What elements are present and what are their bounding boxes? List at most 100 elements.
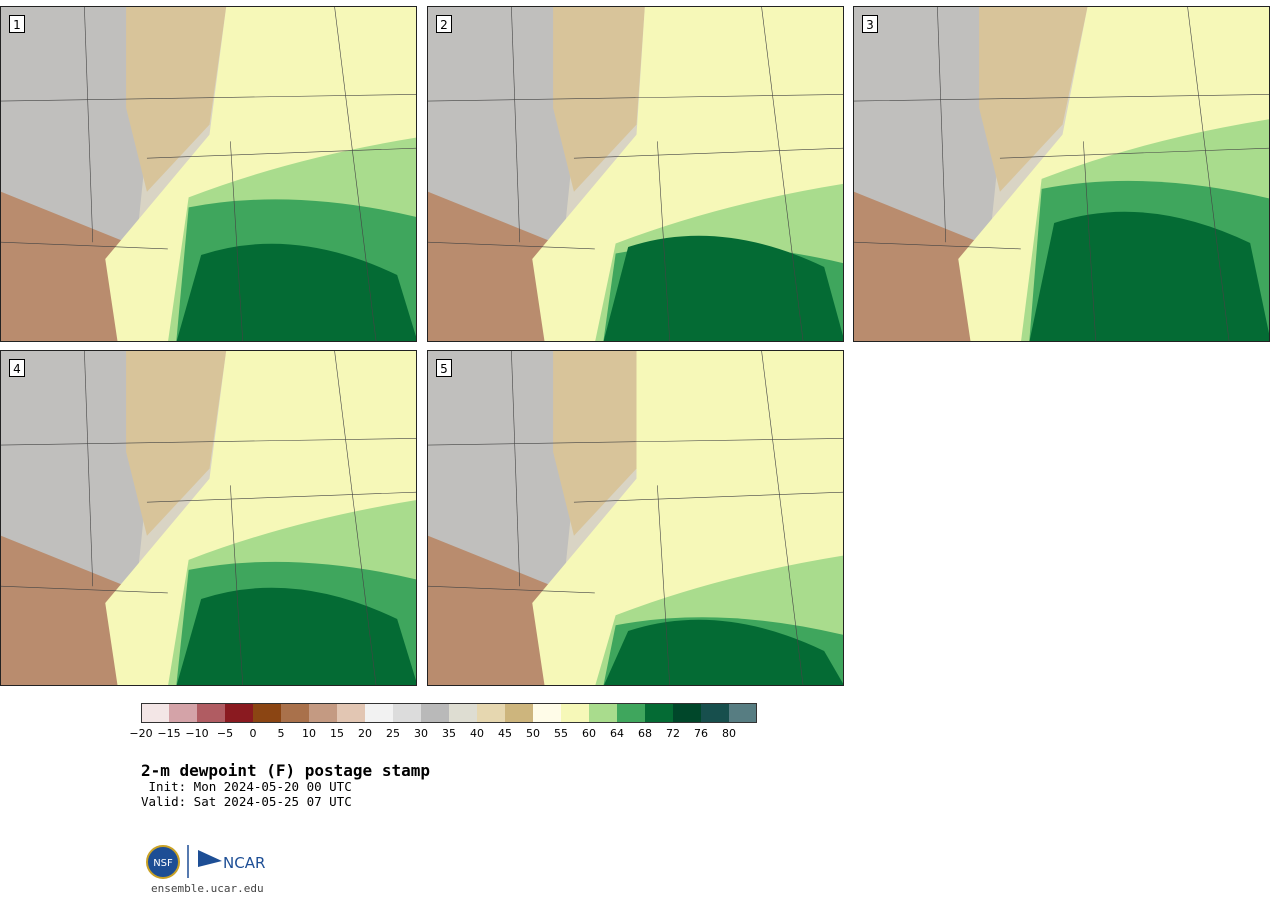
state-boundary <box>84 7 94 243</box>
state-boundary <box>573 491 843 503</box>
state-boundary <box>230 485 244 685</box>
dewpoint-map-3 <box>854 7 1269 341</box>
state-boundary <box>657 485 671 685</box>
colorbar-tick-label: −5 <box>216 727 234 740</box>
panel-number-4: 4 <box>9 359 25 377</box>
state-boundary <box>1 585 168 594</box>
site-url: ensemble.ucar.edu <box>151 882 264 895</box>
map-panel-4: 4 <box>0 350 417 686</box>
dewpoint-map-1 <box>1 7 416 341</box>
colorbar-tick-label: 25 <box>386 727 400 740</box>
moderate-dewpoint-region <box>126 7 227 192</box>
colorbar-swatch <box>169 703 197 723</box>
state-boundary <box>761 351 804 685</box>
state-boundary <box>854 241 1021 250</box>
colorbar-tick-label: −15 <box>157 727 181 740</box>
colorbar-swatch <box>449 703 477 723</box>
state-boundary <box>230 141 244 341</box>
ncar-logo-icon <box>198 850 222 867</box>
colorbar-swatch <box>701 703 729 723</box>
tropical-moisture-region <box>176 243 416 341</box>
colorbar-tick-label: 15 <box>330 727 344 740</box>
map-title: 2-m dewpoint (F) postage stamp <box>141 761 430 780</box>
moderate-dewpoint-region <box>553 7 645 192</box>
moderate-dewpoint-region <box>126 351 227 536</box>
state-boundary <box>657 141 671 341</box>
dewpoint-map-5 <box>428 351 843 685</box>
colorbar-swatch <box>309 703 337 723</box>
colorbar-tick-label: 80 <box>722 727 736 740</box>
state-boundary <box>761 7 804 341</box>
init-time: Init: Mon 2024-05-20 00 UTC <box>141 779 352 794</box>
tropical-moisture-region <box>604 619 843 685</box>
colorbar-ticks: −20 −15 −10 −5 0 5 10 15 20 25 30 35 40 45 50 55 60 64 68 7… <box>129 727 781 743</box>
colorbar-tick-label: 72 <box>666 727 680 740</box>
colorbar-swatch <box>477 703 505 723</box>
moderate-dewpoint-region <box>553 351 637 536</box>
colorbar-tick-label: 0 <box>249 727 257 740</box>
colorbar-tick-label: 35 <box>442 727 456 740</box>
colorbar-swatch <box>253 703 281 723</box>
panel-number-3: 3 <box>862 15 878 33</box>
state-boundary <box>428 438 843 446</box>
nsf-logo-text: NSF <box>153 858 173 869</box>
colorbar-tick-label: −10 <box>185 727 209 740</box>
colorbar-tick-label: 30 <box>414 727 428 740</box>
state-boundary <box>999 147 1269 159</box>
valid-time: Valid: Sat 2024-05-25 07 UTC <box>141 794 352 809</box>
state-boundary <box>1 438 416 446</box>
map-panel-2: 2 <box>427 6 844 342</box>
colorbar-swatch <box>421 703 449 723</box>
colorbar-tick-label: −20 <box>129 727 153 740</box>
state-boundary <box>428 241 595 250</box>
state-boundary <box>334 7 377 341</box>
colorbar-swatch <box>673 703 701 723</box>
colorbar-tick-label: 20 <box>358 727 372 740</box>
colorbar-swatch <box>533 703 561 723</box>
colorbar-tick-label: 10 <box>302 727 316 740</box>
colorbar-tick-label: 68 <box>638 727 652 740</box>
dewpoint-map-4 <box>1 351 416 685</box>
colorbar-swatch <box>561 703 589 723</box>
colorbar-swatch <box>589 703 617 723</box>
colorbar-tick-label: 45 <box>498 727 512 740</box>
panel-number-5: 5 <box>436 359 452 377</box>
map-panel-3: 3 <box>853 6 1270 342</box>
state-boundary <box>428 94 843 102</box>
ncar-logo-text: NCAR <box>223 854 265 872</box>
colorbar-tick-label: 60 <box>582 727 596 740</box>
state-boundary <box>84 351 94 587</box>
map-panel-5: 5 <box>427 350 844 686</box>
colorbar-tick-label: 55 <box>554 727 568 740</box>
colorbar <box>141 703 757 723</box>
nsf-ncar-logo: NSF NCAR <box>146 845 265 879</box>
state-boundary <box>1 241 168 250</box>
dewpoint-map-2 <box>428 7 843 341</box>
map-panel-1: 1 <box>0 6 417 342</box>
colorbar-swatch <box>365 703 393 723</box>
colorbar-tick-label: 5 <box>277 727 285 740</box>
state-boundary <box>1083 141 1097 341</box>
state-boundary <box>1187 7 1230 341</box>
state-boundary <box>146 491 416 503</box>
state-boundary <box>146 147 416 159</box>
colorbar-tick-label: 76 <box>694 727 708 740</box>
colorbar-tick-label: 64 <box>610 727 624 740</box>
state-boundary <box>511 351 521 587</box>
state-boundary <box>854 94 1269 102</box>
colorbar-swatch <box>225 703 253 723</box>
state-boundary <box>937 7 947 243</box>
moderate-dewpoint-region <box>979 7 1088 192</box>
colorbar-swatch <box>729 703 757 723</box>
colorbar-tick-label: 50 <box>526 727 540 740</box>
colorbar-swatch <box>197 703 225 723</box>
colorbar-swatch <box>337 703 365 723</box>
tropical-moisture-region <box>1029 211 1269 341</box>
colorbar-swatch <box>141 703 169 723</box>
colorbar-swatch <box>617 703 645 723</box>
colorbar-swatch <box>281 703 309 723</box>
state-boundary <box>334 351 377 685</box>
tropical-moisture-region <box>176 587 416 685</box>
panel-number-2: 2 <box>436 15 452 33</box>
colorbar-tick-label: 40 <box>470 727 484 740</box>
